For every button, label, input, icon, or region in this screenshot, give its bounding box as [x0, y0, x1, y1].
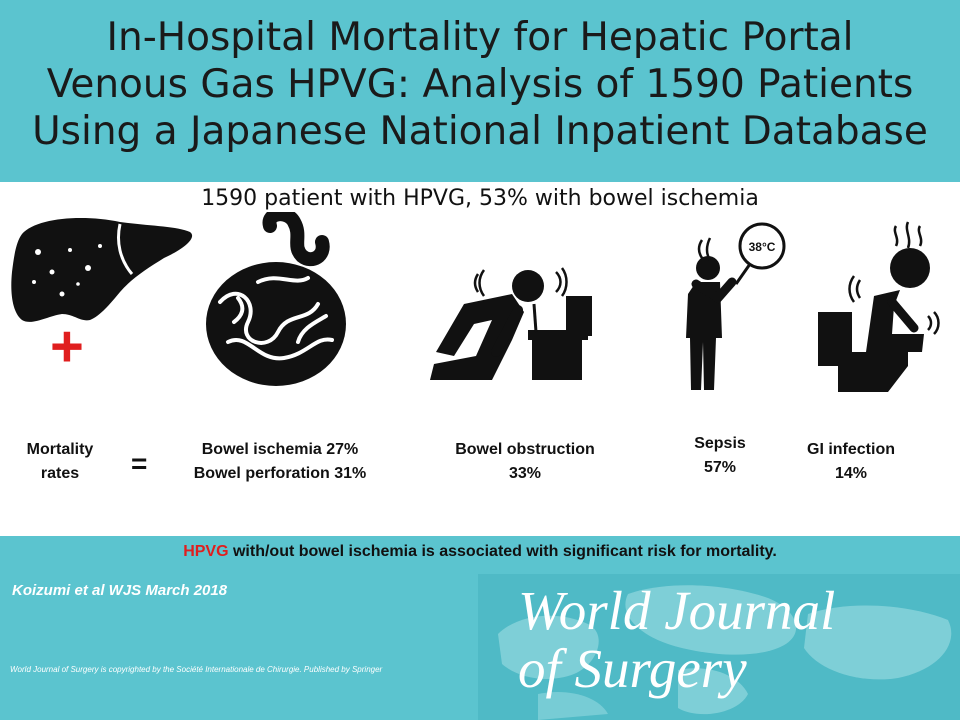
bowel-ischemia-rate: Bowel ischemia 27%	[201, 441, 359, 458]
gi-infection-rate: GI infection 14%	[807, 441, 895, 482]
title-line-3: Using a Japanese National Inpatient Data…	[32, 109, 928, 154]
copyright-notice: World Journal of Surgery is copyrighted …	[10, 665, 383, 674]
journal-logo-line-1: World Journal	[518, 580, 836, 641]
summary-subtitle: 1590 patient with HPVG, 53% with bowel i…	[201, 186, 759, 211]
fever-badge: 38°C	[749, 240, 776, 254]
toilet-person-icon	[818, 221, 940, 392]
conclusion-text: HPVG with/out bowel ischemia is associat…	[0, 543, 960, 561]
title-line-1: In-Hospital Mortality for Hepatic Portal	[106, 15, 854, 60]
title-banner	[0, 0, 960, 182]
world-map-icon	[478, 574, 960, 720]
journal-cover-map	[478, 574, 960, 720]
sepsis-rate: Sepsis 57%	[694, 435, 746, 476]
title-line-2: Venous Gas HPVG: Analysis of 1590 Patien…	[46, 62, 914, 107]
journal-logo-line-2: of Surgery	[518, 638, 747, 699]
bowel-perforation-rate: Bowel perforation 31%	[193, 465, 367, 482]
citation: Koizumi et al WJS March 2018	[12, 582, 228, 599]
equals-sign: =	[131, 448, 148, 479]
bowel-obstruction-rate: Bowel obstruction 33%	[455, 441, 595, 482]
fever-person-icon: 38°C	[686, 222, 786, 390]
conclusion-rest: with/out bowel ischemia is associated wi…	[228, 543, 777, 560]
mortality-rates-label: Mortality rates	[26, 441, 94, 482]
intestine-icon	[206, 212, 346, 386]
vomiting-person-icon	[430, 267, 592, 380]
journal-logo: World Journal of Surgery	[518, 582, 835, 698]
plus-sign: +	[50, 314, 84, 379]
conclusion-highlight: HPVG	[183, 543, 229, 560]
liver-icon	[11, 218, 193, 322]
bowel-ischemia-rates: Bowel ischemia 27% Bowel perforation 31%	[165, 438, 395, 486]
page-title: In-Hospital Mortality for Hepatic Portal…	[10, 14, 950, 155]
